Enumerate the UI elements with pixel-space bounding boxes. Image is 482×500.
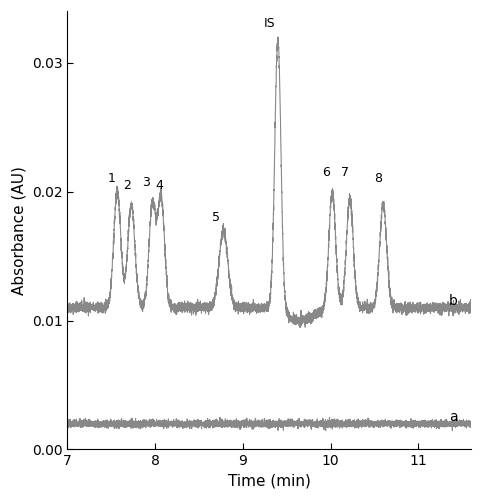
Text: 2: 2 (123, 178, 131, 192)
Text: 8: 8 (374, 172, 382, 185)
Y-axis label: Absorbance (AU): Absorbance (AU) (11, 166, 26, 294)
Text: 1: 1 (107, 172, 115, 185)
Text: 5: 5 (213, 211, 220, 224)
Text: a: a (449, 410, 457, 424)
Text: 6: 6 (322, 166, 330, 178)
Text: IS: IS (263, 18, 275, 30)
Text: 4: 4 (156, 178, 163, 192)
Text: b: b (449, 294, 458, 308)
X-axis label: Time (min): Time (min) (228, 474, 310, 489)
Text: 7: 7 (341, 166, 348, 178)
Text: 3: 3 (142, 176, 150, 189)
